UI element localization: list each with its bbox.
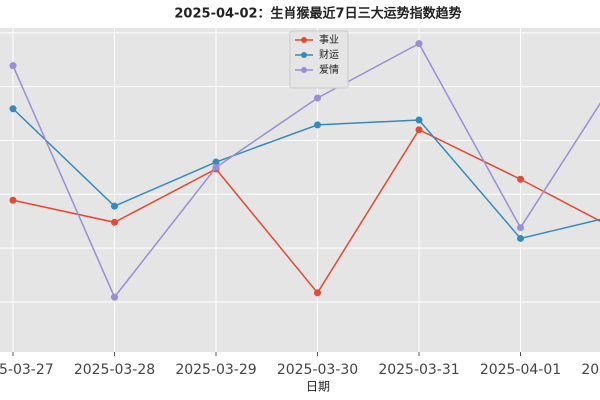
point <box>9 105 17 113</box>
legend-marker <box>301 67 307 73</box>
point <box>111 218 118 226</box>
legend-marker <box>301 52 307 58</box>
x-tick-label: 2025-03-30 <box>277 362 358 378</box>
point <box>314 94 321 102</box>
point <box>517 175 524 183</box>
point <box>415 40 423 48</box>
x-tick-label: 2025-04-01 <box>480 362 561 378</box>
x-tick-label: 2025-03-27 <box>0 362 54 378</box>
point <box>314 289 321 297</box>
x-tick-label: 2025-04-02 <box>581 362 600 378</box>
point <box>517 234 524 242</box>
chart-title: 2025-04-02：生肖猴最近7日三大运势指数趋势 <box>174 6 461 22</box>
legend-label: 事业 <box>319 33 339 46</box>
point <box>212 158 220 166</box>
point <box>111 202 118 210</box>
x-tick-label: 2025-03-29 <box>175 362 256 378</box>
x-tick-label: 2025-03-28 <box>74 362 155 378</box>
point <box>415 126 423 134</box>
point <box>212 163 220 171</box>
point <box>9 196 17 204</box>
point <box>415 116 423 124</box>
legend-label: 财运 <box>319 48 339 61</box>
point <box>517 224 524 232</box>
x-axis-label: 日期 <box>306 380 330 394</box>
legend-box <box>289 30 349 89</box>
point <box>314 121 321 129</box>
x-tick-label: 2025-03-31 <box>378 362 459 378</box>
legend-marker <box>301 37 307 43</box>
legend-label: 爱情 <box>319 63 339 76</box>
point <box>9 62 17 70</box>
point <box>111 293 118 301</box>
